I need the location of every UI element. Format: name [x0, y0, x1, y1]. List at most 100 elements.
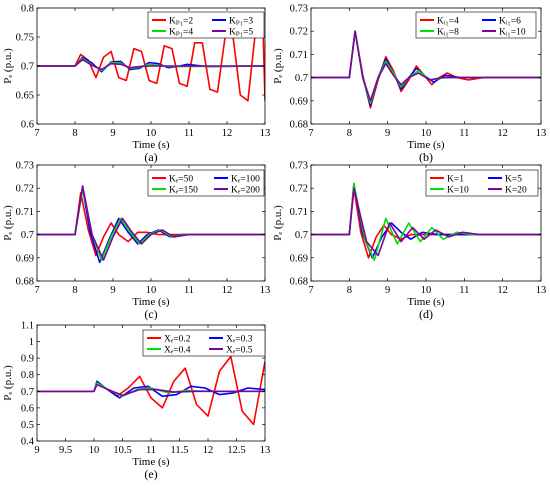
x-tick-label: 11 — [459, 285, 469, 296]
x-tick-label: 8 — [347, 285, 352, 296]
legend-entry: Kₚ₁=4 — [169, 28, 193, 38]
x-tick-label: 9 — [385, 128, 390, 139]
x-tick-label: 10 — [421, 128, 432, 139]
series-line-a-1 — [37, 56, 265, 73]
legend-entry: Xₑ=0.5 — [226, 346, 253, 356]
x-tick-label: 9 — [110, 128, 115, 139]
legend-entry: Kₚ₁=3 — [229, 17, 253, 27]
chart-panel-d: 7 8 9 10 11 12 13 0.68 0.69 0.7 0.71 0.72 0.73 Time (… — [272, 161, 546, 322]
legend-entry: Kₑ=100 — [231, 175, 260, 185]
series-line-b-3 — [311, 30, 541, 102]
series-line-c-1 — [37, 187, 265, 264]
x-tick-label: 10 — [146, 128, 157, 139]
legend-box — [425, 169, 539, 197]
legend-entry: Kᵢ₁=10 — [499, 28, 526, 38]
x-tick-label: 13 — [260, 445, 271, 456]
x-tick-label: 10.5 — [113, 445, 131, 456]
x-tick-label: 12 — [222, 128, 233, 139]
x-tick-label: 12 — [497, 128, 508, 139]
y-axis-label: Pₑ (p.u.) — [2, 48, 14, 84]
x-tick-label: 11 — [184, 128, 194, 139]
panel-label: (c) — [144, 307, 157, 321]
legend-box — [415, 11, 537, 39]
y-tick-label: 0.73 — [290, 4, 308, 15]
y-axis-label: Pₑ (p.u.) — [272, 48, 284, 84]
series-line-b-0 — [311, 30, 541, 109]
legend-entry: Xₑ=0.3 — [226, 335, 253, 345]
x-tick-label: 12 — [497, 285, 508, 296]
legend-entry: Xₑ=0.2 — [164, 335, 191, 345]
y-tick-label: 0.69 — [290, 253, 308, 264]
x-tick-label: 7 — [34, 285, 39, 296]
x-tick-label: 7 — [34, 128, 39, 139]
legend-entry: Xₑ=0.4 — [164, 346, 191, 356]
series-group — [311, 30, 541, 109]
y-tick-label: 0.72 — [290, 27, 308, 38]
x-tick-label: 9.5 — [59, 445, 72, 456]
legend: K=1 K=5 K=10 K=20 — [425, 169, 539, 197]
panel-label: (b) — [419, 150, 433, 164]
y-tick-label: 0.69 — [290, 96, 308, 107]
legend-entry: Kᵢ₁=8 — [437, 28, 459, 38]
x-axis-label: Time (s) — [407, 296, 445, 308]
y-tick-label: 0.72 — [16, 184, 34, 195]
series-line-e-1 — [37, 380, 265, 399]
series-line-a-3 — [37, 58, 265, 71]
y-axis-label: Pₑ (p.u.) — [2, 365, 14, 401]
y-tick-label: 1 — [29, 337, 34, 348]
x-tick-label: 12.5 — [227, 445, 245, 456]
y-tick-label: 0.73 — [290, 161, 308, 172]
series-line-d-0 — [311, 187, 541, 259]
y-tick-label: 0.7 — [295, 73, 308, 84]
legend: Kₑ=50 Kₑ=100 Kₑ=150 Kₑ=200 — [147, 169, 265, 197]
series-group — [37, 30, 265, 102]
legend: Kᵢ₁=4 Kᵢ₁=6 Kᵢ₁=8 Kᵢ₁=10 — [415, 11, 537, 39]
series-line-a-0 — [37, 30, 265, 102]
x-axis-label: Time (s) — [407, 139, 445, 151]
series-line-a-2 — [37, 57, 265, 72]
y-tick-label: 0.71 — [16, 207, 34, 218]
x-axis-label: Time (s) — [132, 456, 170, 468]
series-line-d-3 — [311, 187, 541, 257]
x-tick-label: 11 — [459, 128, 469, 139]
y-tick-label: 0.4 — [21, 437, 35, 448]
panel-label: (e) — [144, 467, 157, 481]
x-tick-label: 12 — [222, 285, 233, 296]
legend-entry: K=5 — [505, 175, 522, 185]
y-tick-label: 0.72 — [290, 184, 308, 195]
series-line-e-3 — [37, 383, 265, 397]
y-tick-label: 0.7 — [21, 387, 34, 398]
y-tick-label: 0.9 — [21, 354, 34, 365]
x-tick-label: 13 — [536, 285, 547, 296]
legend-entry: Kₚ₁=2 — [169, 17, 193, 27]
legend: Kₚ₁=2 Kₚ₁=3 Kₚ₁=4 Kₚ₁=5 — [147, 11, 265, 39]
x-tick-label: 8 — [72, 285, 77, 296]
series-line-c-3 — [37, 185, 265, 261]
x-tick-label: 8 — [72, 128, 77, 139]
y-tick-label: 0.6 — [21, 403, 34, 414]
x-tick-label: 9 — [385, 285, 390, 296]
x-tick-label: 10 — [421, 285, 432, 296]
series-line-e-0 — [37, 355, 265, 426]
legend-entry: Kₑ=50 — [169, 175, 193, 185]
y-axis-label: Pₑ (p.u.) — [2, 205, 14, 241]
series-group — [37, 355, 265, 426]
legend-box — [147, 11, 265, 39]
legend-entry: K=10 — [447, 186, 469, 196]
x-tick-label: 13 — [536, 128, 547, 139]
x-tick-label: 11.5 — [171, 445, 189, 456]
x-tick-label: 13 — [260, 285, 271, 296]
series-group — [311, 182, 541, 261]
x-tick-label: 9 — [110, 285, 115, 296]
x-tick-label: 10 — [146, 285, 157, 296]
x-axis-label: Time (s) — [132, 139, 170, 151]
x-tick-label: 7 — [308, 285, 313, 296]
y-tick-label: 0.7 — [21, 230, 34, 241]
y-tick-label: 1.1 — [21, 321, 34, 332]
y-tick-label: 0.8 — [21, 4, 34, 15]
legend-entry: Kₚ₁=5 — [229, 28, 253, 38]
y-tick-label: 0.71 — [290, 207, 308, 218]
y-tick-label: 0.65 — [16, 91, 34, 102]
legend-box — [147, 169, 265, 197]
y-tick-label: 0.68 — [16, 277, 34, 288]
